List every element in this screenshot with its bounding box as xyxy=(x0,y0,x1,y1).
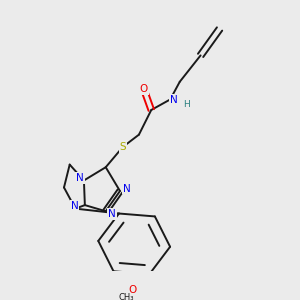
Text: N: N xyxy=(108,209,116,219)
Text: N: N xyxy=(169,95,177,105)
Text: O: O xyxy=(128,285,136,295)
Text: CH₃: CH₃ xyxy=(119,293,134,300)
Text: H: H xyxy=(183,100,190,109)
Text: N: N xyxy=(76,173,84,183)
Text: O: O xyxy=(140,84,148,94)
Text: N: N xyxy=(71,201,79,211)
Text: S: S xyxy=(119,142,126,152)
Text: N: N xyxy=(123,184,131,194)
